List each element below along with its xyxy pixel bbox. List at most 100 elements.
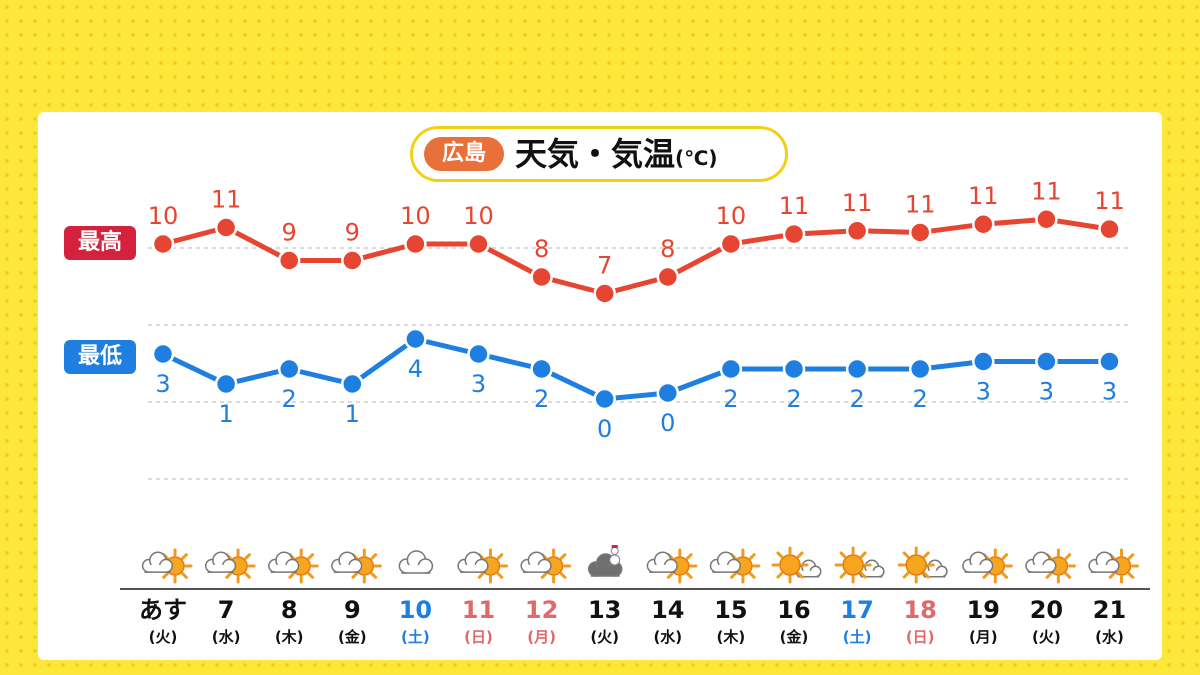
cloudy-icon [398, 550, 434, 574]
weekday-label: (火) [149, 628, 178, 646]
cloud-shape [709, 551, 741, 573]
high-temp-value-label: 11 [779, 192, 810, 220]
low-temp-value-label: 2 [913, 385, 928, 413]
cloud-shape [1025, 551, 1057, 573]
weekday-label: (火) [590, 628, 619, 646]
cloud-shape [268, 551, 300, 573]
weekday-label: (木) [717, 628, 746, 646]
cloudy-then-sunny-icon [1025, 548, 1076, 584]
high-temp-point [214, 216, 238, 239]
high-temp-point [782, 222, 806, 246]
weekday-label: (金) [780, 628, 809, 646]
weekday-label: (木) [275, 628, 304, 646]
low-temp-point [467, 342, 490, 366]
date-label: 8 [281, 596, 298, 624]
sun-shape [834, 546, 872, 584]
date-label: 18 [903, 596, 936, 624]
low-temp-point [341, 372, 364, 396]
cloud-shape [1088, 551, 1120, 573]
cloud-shape [587, 553, 623, 577]
date-label: 16 [777, 596, 810, 624]
cloud-shape [457, 551, 489, 573]
cloudy-then-sunny-icon [709, 548, 761, 584]
high-temp-point [404, 232, 427, 256]
high-temp-point [277, 249, 301, 272]
low-temp-value-label: 3 [976, 378, 991, 406]
low-temp-point [1098, 350, 1121, 373]
date-label: あす [139, 596, 187, 624]
date-label: 14 [651, 596, 684, 624]
high-temp-point [593, 282, 616, 305]
sun-shape [1104, 548, 1139, 584]
high-temp-badge: 最高 [64, 226, 136, 260]
date-label: 13 [588, 596, 621, 624]
cloudy-then-sunny-icon [268, 548, 319, 584]
weekday-label: (水) [653, 628, 682, 646]
weekday-label: (日) [464, 628, 493, 646]
low-temp-point [214, 372, 238, 396]
date-label: 11 [462, 596, 495, 624]
chart-header: 広島 天気・気温(℃) [410, 126, 788, 182]
high-temp-value-label: 7 [597, 252, 612, 280]
cloudy-then-sunny-icon [646, 548, 698, 584]
cloud-shape [520, 551, 552, 573]
date-label: 9 [344, 596, 361, 624]
low-temp-value-label: 1 [345, 400, 360, 428]
weekday-label: (水) [212, 628, 241, 646]
high-temp-value-label: 11 [211, 186, 242, 214]
high-temp-value-label: 10 [716, 202, 747, 230]
low-temp-value-label: 4 [408, 355, 423, 383]
low-temp-point [151, 342, 175, 366]
high-temp-value-label: 11 [968, 182, 999, 210]
high-temp-point [845, 219, 869, 243]
cloudy-then-sunny-icon [520, 548, 572, 584]
city-badge: 広島 [424, 137, 504, 171]
low-temp-value-label: 2 [786, 385, 801, 413]
low-temp-value-label: 2 [849, 385, 864, 413]
cloud-shape [962, 551, 994, 573]
high-temp-point [151, 232, 175, 256]
date-label: 21 [1093, 596, 1126, 624]
weekday-label: (水) [1095, 628, 1124, 646]
high-temp-value-label: 9 [345, 219, 360, 247]
title-text: 天気・気温 [515, 135, 676, 173]
high-temp-line [162, 216, 1110, 296]
high-temp-value-label: 10 [400, 202, 431, 230]
date-label: 15 [714, 596, 747, 624]
cloudy-then-sunny-icon [962, 548, 1013, 584]
low-temp-point [656, 381, 680, 405]
high-temp-value-label: 10 [463, 202, 494, 230]
low-temp-value-label: 3 [1039, 378, 1054, 406]
weekday-label: (月) [527, 628, 556, 646]
unit-label: (℃) [675, 146, 718, 170]
low-temp-point [1035, 350, 1058, 373]
high-temp-point [341, 249, 364, 272]
low-temp-value-label: 2 [723, 385, 738, 413]
cloud-shape [331, 551, 363, 573]
weekday-label: (土) [401, 628, 430, 646]
weekday-label: (土) [843, 628, 872, 646]
sunny-then-cloudy-icon [771, 546, 822, 584]
weekday-label: (月) [969, 628, 998, 646]
low-temp-point [593, 387, 616, 411]
high-temp-point [972, 212, 995, 236]
low-temp-point [908, 357, 932, 381]
low-temp-point [845, 357, 869, 381]
high-temp-value-label: 11 [905, 190, 936, 218]
sunny-then-cloudy-icon [897, 546, 948, 584]
high-temp-point [656, 265, 680, 289]
cloud-shape [398, 550, 434, 574]
high-temp-point [908, 221, 932, 244]
weekday-label: (日) [906, 628, 935, 646]
date-label: 7 [218, 596, 235, 624]
date-label: 19 [967, 596, 1000, 624]
high-temp-point [530, 265, 553, 289]
low-temp-value-label: 0 [597, 415, 612, 443]
sun-shape [771, 546, 809, 584]
cloudy-then-sunny-icon [204, 548, 256, 584]
cloudy-then-sunny-icon [1088, 548, 1139, 584]
low-temp-value-label: 0 [660, 409, 675, 437]
date-label: 12 [525, 596, 558, 624]
cloudy-then-sunny-icon [457, 548, 508, 584]
